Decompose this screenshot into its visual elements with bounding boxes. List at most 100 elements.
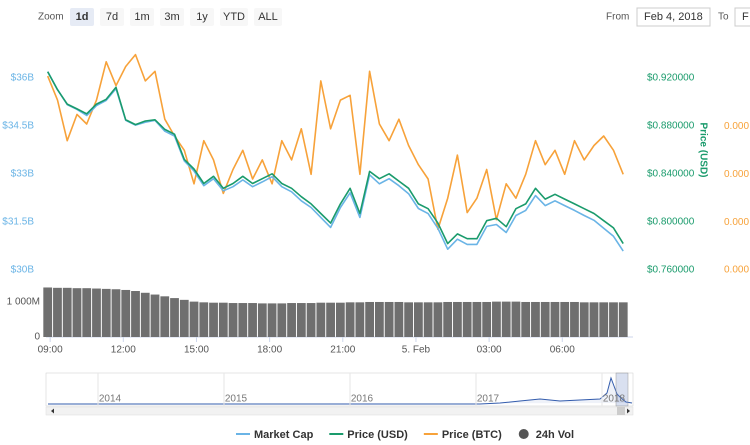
volume-bar bbox=[82, 288, 92, 337]
volume-bar bbox=[618, 302, 628, 337]
range-button-label[interactable]: 3m bbox=[164, 11, 179, 23]
range-button[interactable] bbox=[70, 8, 94, 26]
volume-bar bbox=[433, 302, 443, 337]
navigator[interactable] bbox=[45, 372, 634, 407]
range-button[interactable] bbox=[130, 8, 154, 26]
navigator-year: 2016 bbox=[351, 394, 374, 405]
volume-tick-label: 0 bbox=[34, 332, 40, 343]
volume-bar bbox=[345, 302, 355, 337]
volume-bar bbox=[355, 302, 365, 337]
range-button[interactable] bbox=[220, 8, 248, 26]
legend-item[interactable]: Price (BTC) bbox=[442, 429, 502, 441]
legend-item[interactable]: Market Cap bbox=[254, 429, 314, 441]
x-tick-label: 09:00 bbox=[38, 345, 63, 356]
volume-bar bbox=[482, 301, 492, 337]
range-button-label[interactable]: 1d bbox=[76, 11, 89, 23]
volume-bar bbox=[218, 302, 228, 337]
navigator-selection[interactable] bbox=[615, 372, 629, 407]
volume-bar bbox=[316, 302, 326, 337]
volume-bar bbox=[170, 298, 179, 337]
volume-bar bbox=[53, 287, 62, 337]
volume-bar bbox=[101, 288, 111, 337]
range-button[interactable] bbox=[254, 8, 282, 26]
volume-bar bbox=[92, 288, 101, 337]
volume-bar bbox=[160, 296, 170, 337]
volume-bar bbox=[423, 302, 433, 337]
y2-tick-label: $0.840000 bbox=[647, 168, 695, 179]
volume-bar bbox=[131, 291, 140, 337]
legend-item[interactable]: Price (USD) bbox=[347, 429, 408, 441]
range-button[interactable] bbox=[190, 8, 214, 26]
volume-bar bbox=[540, 301, 550, 337]
y3-tick-label: 0.000 bbox=[724, 121, 749, 132]
volume-bar bbox=[306, 303, 316, 337]
volume-bar bbox=[501, 301, 511, 337]
volume-bar bbox=[570, 301, 579, 337]
volume-bar bbox=[228, 303, 238, 337]
range-button-label[interactable]: 1m bbox=[134, 11, 149, 23]
volume-bar bbox=[326, 302, 335, 337]
volume-bar bbox=[414, 302, 423, 337]
range-button-label[interactable]: ALL bbox=[258, 11, 278, 23]
volume-bar bbox=[189, 301, 199, 337]
volume-bar bbox=[453, 301, 462, 337]
x-tick-label: 15:00 bbox=[184, 345, 209, 356]
legend-item[interactable]: 24h Vol bbox=[536, 429, 574, 441]
volume-bar bbox=[140, 292, 150, 337]
legend-symbol[interactable] bbox=[518, 429, 529, 439]
y2-tick-label: $0.920000 bbox=[647, 72, 695, 83]
x-tick-label: 03:00 bbox=[477, 345, 502, 356]
range-button-label[interactable]: YTD bbox=[223, 11, 245, 23]
volume-bar bbox=[72, 288, 82, 337]
volume-bar bbox=[511, 301, 521, 337]
scroll-left[interactable] bbox=[51, 408, 54, 414]
volume-bar bbox=[472, 301, 482, 337]
volume-bar bbox=[43, 287, 53, 337]
navigator-year: 2018 bbox=[603, 394, 626, 405]
volume-bar bbox=[62, 287, 72, 337]
volume-bar bbox=[531, 301, 540, 337]
volume-bar bbox=[335, 302, 345, 337]
range-button[interactable] bbox=[100, 8, 124, 26]
volume-bar bbox=[257, 303, 267, 337]
y3-tick-label: 0.000 bbox=[724, 265, 749, 276]
scrollbar-thumb[interactable] bbox=[617, 407, 625, 415]
range-button-label[interactable]: 7d bbox=[106, 11, 118, 23]
volume-bar bbox=[462, 301, 472, 337]
y-tick-label: $31.5B bbox=[2, 217, 34, 228]
volume-bar bbox=[560, 301, 570, 337]
y-tick-label: $34.5B bbox=[2, 120, 34, 131]
volume-bar bbox=[365, 301, 375, 337]
series-line bbox=[46, 53, 624, 231]
scrollbar[interactable] bbox=[45, 406, 634, 416]
y-tick-label: $33B bbox=[11, 168, 35, 179]
y2-tick-label: $0.880000 bbox=[647, 120, 695, 131]
volume-bar bbox=[374, 301, 384, 337]
navigator-year: 2014 bbox=[99, 394, 122, 405]
volume-bar bbox=[296, 303, 306, 337]
y3-tick-label: 0.000 bbox=[724, 169, 749, 180]
navigator-year: 2017 bbox=[477, 394, 500, 405]
scroll-right[interactable] bbox=[627, 408, 630, 414]
range-button-label[interactable]: 1y bbox=[196, 11, 208, 23]
volume-bar bbox=[492, 301, 501, 337]
volume-bar bbox=[121, 289, 131, 337]
volume-bar bbox=[599, 302, 609, 337]
volume-bar bbox=[150, 294, 160, 337]
volume-bar bbox=[199, 302, 209, 337]
zoom-label: Zoom bbox=[38, 12, 64, 23]
x-tick-label: 5. Feb bbox=[402, 345, 431, 356]
y-tick-label: $36B bbox=[11, 72, 35, 83]
range-button[interactable] bbox=[160, 8, 184, 26]
y2-axis-title: Price (USD) bbox=[697, 122, 708, 177]
from-input[interactable] bbox=[636, 7, 711, 27]
navigator-line bbox=[48, 376, 633, 405]
to-input[interactable] bbox=[734, 7, 750, 27]
to-label: To bbox=[718, 12, 729, 23]
to-value[interactable]: F bbox=[742, 11, 749, 23]
volume-bar bbox=[404, 302, 414, 337]
volume-bar bbox=[589, 302, 599, 337]
volume-bar bbox=[394, 301, 404, 337]
from-value[interactable]: Feb 4, 2018 bbox=[644, 11, 703, 23]
